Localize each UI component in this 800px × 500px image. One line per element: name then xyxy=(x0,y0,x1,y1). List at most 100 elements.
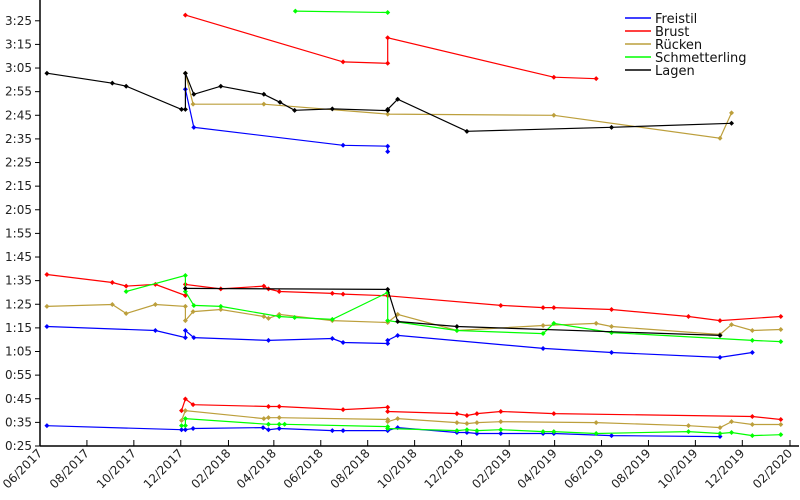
data-point xyxy=(265,315,271,321)
x-tick-label: 10/2019 xyxy=(655,446,700,491)
data-point xyxy=(464,430,470,436)
data-point xyxy=(329,336,335,342)
data-point xyxy=(464,413,470,419)
data-point xyxy=(474,430,480,436)
data-point xyxy=(182,423,188,429)
data-point xyxy=(385,106,391,112)
data-point xyxy=(218,306,224,312)
data-point xyxy=(191,91,197,97)
data-point xyxy=(191,335,197,341)
data-point xyxy=(182,289,188,295)
data-point xyxy=(261,283,267,289)
data-point xyxy=(44,303,50,309)
x-tick-label: 08/2018 xyxy=(328,446,373,491)
series-line xyxy=(46,325,753,359)
data-point xyxy=(729,430,735,436)
data-point xyxy=(717,332,723,338)
data-point xyxy=(179,427,185,433)
data-point xyxy=(190,402,196,408)
plot-area xyxy=(44,8,784,440)
data-point xyxy=(182,416,188,422)
data-point xyxy=(749,349,755,355)
data-point xyxy=(385,60,391,66)
data-point xyxy=(498,409,504,415)
x-tick-label: 06/2019 xyxy=(562,446,607,491)
data-point xyxy=(593,430,599,436)
data-point xyxy=(191,124,197,130)
data-point xyxy=(276,404,282,410)
data-point xyxy=(276,289,282,295)
data-point xyxy=(454,323,460,329)
data-point xyxy=(729,110,735,116)
data-point xyxy=(152,301,158,307)
data-point xyxy=(551,112,557,118)
data-point xyxy=(609,306,615,312)
data-point xyxy=(717,135,723,141)
data-point xyxy=(385,404,391,410)
data-point xyxy=(385,35,391,41)
data-point xyxy=(276,426,282,432)
y-tick-label: 1:45 xyxy=(5,250,32,264)
data-point xyxy=(261,101,267,107)
x-tick-label: 08/2019 xyxy=(608,446,653,491)
x-tick-label: 04/2019 xyxy=(515,446,560,491)
data-point xyxy=(182,318,188,324)
data-point xyxy=(395,332,401,338)
data-point xyxy=(182,70,188,76)
y-tick-label: 1:25 xyxy=(5,297,32,311)
y-tick-label: 0:55 xyxy=(5,368,32,382)
data-point xyxy=(152,327,158,333)
series-lagen xyxy=(44,70,735,338)
data-point xyxy=(123,289,129,295)
legend-item: Brust xyxy=(625,25,689,40)
data-point xyxy=(464,128,470,134)
x-tick-label: 02/2019 xyxy=(469,446,514,491)
data-point xyxy=(729,419,735,425)
data-point xyxy=(593,320,599,326)
data-point xyxy=(191,302,197,308)
data-point xyxy=(540,305,546,311)
data-point xyxy=(385,111,391,117)
data-point xyxy=(385,419,391,425)
y-tick-label: 2:05 xyxy=(5,203,32,217)
y-tick-label: 0:25 xyxy=(5,439,32,453)
series-freistil xyxy=(44,86,755,440)
y-tick-label: 3:25 xyxy=(5,14,32,28)
legend-item: Freistil xyxy=(625,12,697,27)
data-point xyxy=(729,120,735,126)
data-point xyxy=(593,76,599,82)
series-line xyxy=(180,398,781,421)
data-point xyxy=(276,314,282,320)
data-point xyxy=(749,422,755,428)
data-point xyxy=(292,314,298,320)
data-point xyxy=(454,327,460,333)
data-point xyxy=(261,416,267,422)
data-point xyxy=(609,124,615,130)
data-point xyxy=(454,420,460,426)
data-point xyxy=(778,314,784,320)
data-point xyxy=(454,411,460,417)
data-point xyxy=(276,415,282,421)
data-point xyxy=(190,309,196,315)
series-line xyxy=(185,14,597,80)
series-line xyxy=(46,72,732,132)
series-line xyxy=(184,89,389,152)
data-point xyxy=(123,83,129,89)
data-point xyxy=(182,396,188,402)
data-point xyxy=(778,339,784,345)
data-point xyxy=(182,408,188,414)
legend-label: Freistil xyxy=(655,12,697,27)
y-tick-label: 3:15 xyxy=(5,37,32,51)
x-tick-label: 12/2018 xyxy=(422,446,467,491)
x-tick-label: 08/2017 xyxy=(47,446,92,491)
series-line xyxy=(126,274,781,343)
legend-item: Schmetterling xyxy=(625,51,747,66)
data-point xyxy=(182,285,188,291)
data-point xyxy=(44,271,50,277)
data-point xyxy=(749,337,755,343)
data-point xyxy=(464,421,470,427)
y-tick-label: 2:25 xyxy=(5,156,32,170)
data-point xyxy=(385,286,391,292)
y-tick-label: 1:15 xyxy=(5,321,32,335)
